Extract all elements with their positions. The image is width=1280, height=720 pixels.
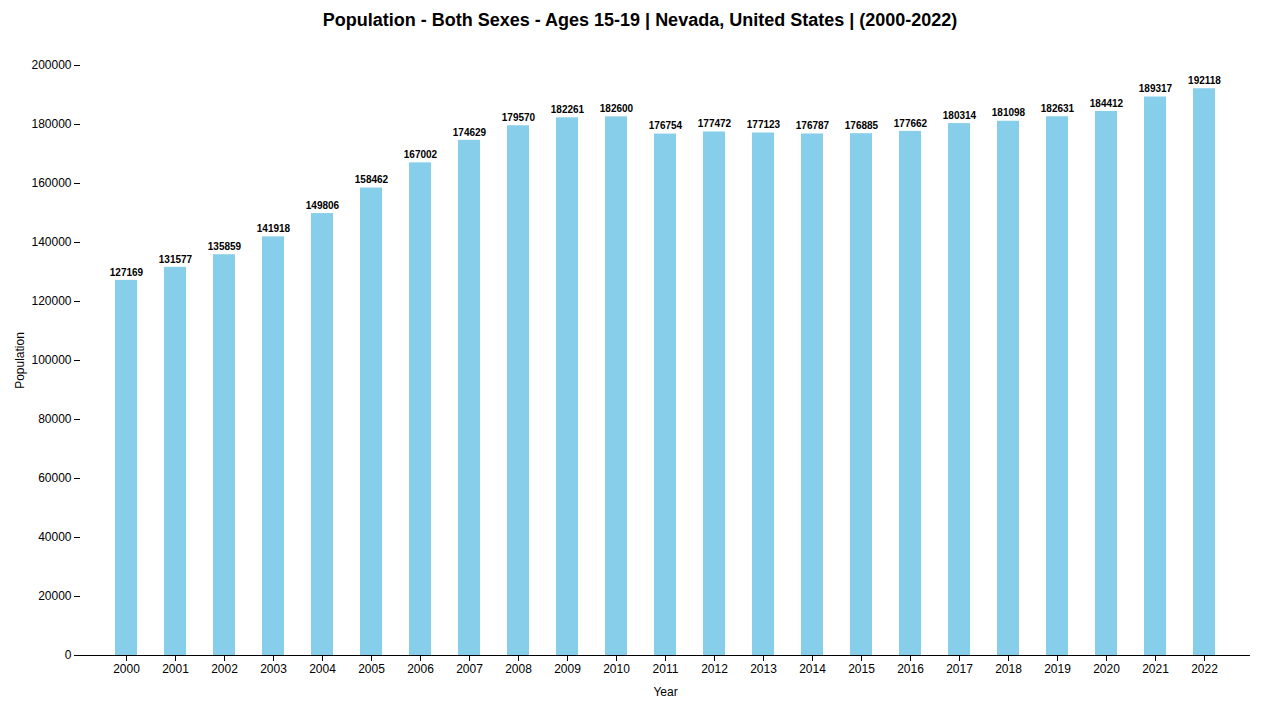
svg-text:Population: Population: [13, 332, 27, 389]
svg-text:Year: Year: [653, 685, 677, 699]
svg-text:182600: 182600: [600, 103, 634, 114]
svg-text:2010: 2010: [603, 662, 630, 676]
svg-text:2006: 2006: [407, 662, 434, 676]
svg-text:2022: 2022: [1191, 662, 1218, 676]
svg-text:2001: 2001: [162, 662, 189, 676]
svg-text:2004: 2004: [309, 662, 336, 676]
svg-text:177472: 177472: [698, 118, 732, 129]
svg-text:181098: 181098: [992, 107, 1026, 118]
svg-text:2013: 2013: [750, 662, 777, 676]
svg-text:2005: 2005: [358, 662, 385, 676]
svg-text:2000: 2000: [113, 662, 140, 676]
svg-text:2002: 2002: [211, 662, 238, 676]
svg-text:177123: 177123: [747, 119, 781, 130]
svg-text:60000: 60000: [38, 471, 72, 485]
svg-text:176885: 176885: [845, 120, 879, 131]
svg-text:100000: 100000: [31, 353, 71, 367]
svg-text:2018: 2018: [995, 662, 1022, 676]
svg-text:120000: 120000: [31, 294, 71, 308]
svg-text:176787: 176787: [796, 120, 830, 131]
svg-text:180000: 180000: [31, 117, 71, 131]
svg-text:2009: 2009: [554, 662, 581, 676]
svg-text:180314: 180314: [943, 110, 977, 121]
svg-text:2016: 2016: [897, 662, 924, 676]
svg-text:2020: 2020: [1093, 662, 1120, 676]
svg-text:2007: 2007: [456, 662, 483, 676]
svg-text:158462: 158462: [355, 174, 389, 185]
svg-text:0: 0: [65, 648, 72, 662]
svg-text:80000: 80000: [38, 412, 72, 426]
svg-text:182261: 182261: [551, 104, 585, 115]
svg-text:135859: 135859: [208, 241, 242, 252]
svg-text:127169: 127169: [110, 267, 144, 278]
svg-text:2012: 2012: [701, 662, 728, 676]
svg-text:2021: 2021: [1142, 662, 1169, 676]
svg-text:189317: 189317: [1139, 83, 1173, 94]
svg-text:192118: 192118: [1188, 75, 1221, 86]
svg-text:2015: 2015: [848, 662, 875, 676]
svg-text:20000: 20000: [38, 589, 72, 603]
svg-text:2014: 2014: [799, 662, 826, 676]
svg-text:2019: 2019: [1044, 662, 1071, 676]
svg-text:2017: 2017: [946, 662, 973, 676]
svg-text:176754: 176754: [649, 120, 683, 131]
svg-text:149806: 149806: [306, 200, 340, 211]
svg-text:141918: 141918: [257, 223, 291, 234]
svg-text:184412: 184412: [1090, 98, 1124, 109]
svg-text:174629: 174629: [453, 127, 487, 138]
html-text:Population - Both Sexes - Ages: Population - Both Sexes - Ages 15-19 | N…: [322, 10, 958, 30]
svg-text:2008: 2008: [505, 662, 532, 676]
svg-text:200000: 200000: [31, 58, 71, 72]
svg-text:40000: 40000: [38, 530, 72, 544]
svg-text:160000: 160000: [31, 176, 71, 190]
svg-text:2003: 2003: [260, 662, 287, 676]
svg-text:177662: 177662: [894, 118, 928, 129]
svg-text:167002: 167002: [404, 149, 438, 160]
svg-text:131577: 131577: [159, 254, 193, 265]
svg-text:179570: 179570: [502, 112, 536, 123]
svg-text:182631: 182631: [1041, 103, 1075, 114]
svg-text:140000: 140000: [31, 235, 71, 249]
svg-text:2011: 2011: [653, 662, 679, 676]
